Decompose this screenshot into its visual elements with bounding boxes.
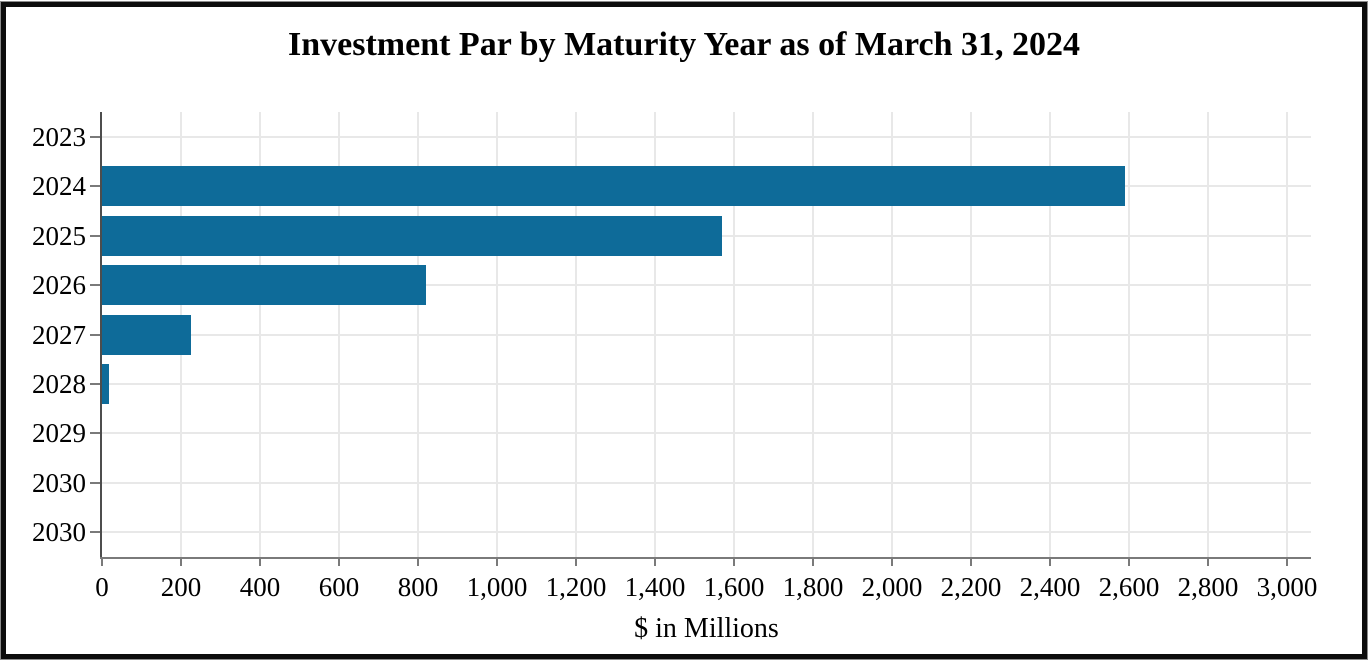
horizontal-gridline [102, 481, 1311, 484]
horizontal-gridline [102, 382, 1311, 385]
x-tick-mark [812, 557, 814, 566]
x-axis-label: 1,000 [466, 572, 528, 602]
y-axis-label: 2023 [32, 121, 86, 152]
y-axis-label: 2025 [32, 220, 86, 251]
bar-2024 [102, 166, 1126, 207]
bar-2028 [102, 363, 110, 404]
y-axis-label: 2026 [32, 270, 86, 301]
horizontal-gridline [102, 432, 1311, 435]
y-axis-label: 2030 [32, 517, 86, 548]
y-tick-mark [90, 382, 100, 385]
y-tick-mark [90, 185, 100, 188]
y-axis-label: 2027 [32, 319, 86, 350]
x-tick-mark [259, 557, 261, 566]
x-axis-line [100, 557, 1311, 559]
x-axis-label: 600 [318, 572, 360, 602]
y-axis-label: 2028 [32, 368, 86, 399]
x-tick-mark [417, 557, 419, 566]
y-tick-mark [90, 234, 100, 237]
x-axis-label: 2,000 [861, 572, 923, 602]
x-axis-label: 1,400 [624, 572, 686, 602]
y-tick-mark [90, 284, 100, 287]
x-tick-mark [338, 557, 340, 566]
y-tick-mark [90, 531, 100, 534]
bar-2027 [102, 314, 191, 355]
y-axis-label: 2029 [32, 418, 86, 449]
x-tick-mark [654, 557, 656, 566]
x-axis-label: 2,600 [1098, 572, 1160, 602]
x-axis-label: 0 [95, 572, 109, 602]
x-tick-mark [1286, 557, 1288, 566]
bar-2026 [102, 265, 426, 306]
x-axis-label: 200 [160, 572, 202, 602]
x-axis-label: 2,400 [1019, 572, 1081, 602]
x-axis-title: $ in Millions [634, 613, 779, 644]
bar-2025 [102, 215, 723, 256]
x-axis-label: 2,200 [940, 572, 1002, 602]
y-tick-mark [90, 333, 100, 336]
horizontal-gridline [102, 135, 1311, 138]
y-axis-label: 2030 [32, 467, 86, 498]
y-axis-label: 2024 [32, 171, 86, 202]
horizontal-gridline [102, 333, 1311, 336]
x-axis-label: 1,200 [545, 572, 607, 602]
x-tick-mark [101, 557, 103, 566]
x-tick-mark [891, 557, 893, 566]
y-axis-line [100, 112, 102, 557]
y-tick-mark [90, 432, 100, 435]
x-tick-mark [733, 557, 735, 566]
x-tick-mark [1128, 557, 1130, 566]
horizontal-gridline [102, 531, 1311, 534]
horizontal-gridline [102, 284, 1311, 287]
x-axis-label: 2,800 [1177, 572, 1239, 602]
x-tick-mark [1207, 557, 1209, 566]
x-tick-mark [970, 557, 972, 566]
x-axis-label: 1,600 [703, 572, 765, 602]
y-tick-mark [90, 135, 100, 138]
x-axis-label: 1,800 [782, 572, 844, 602]
x-tick-mark [1049, 557, 1051, 566]
x-axis-label: 800 [397, 572, 439, 602]
chart-title: Investment Par by Maturity Year as of Ma… [288, 26, 1080, 63]
y-tick-mark [90, 481, 100, 484]
x-axis-label: 3,000 [1256, 572, 1318, 602]
x-tick-mark [496, 557, 498, 566]
x-tick-mark [575, 557, 577, 566]
x-axis-label: 400 [239, 572, 281, 602]
plot-area [100, 112, 1311, 559]
x-tick-mark [180, 557, 182, 566]
